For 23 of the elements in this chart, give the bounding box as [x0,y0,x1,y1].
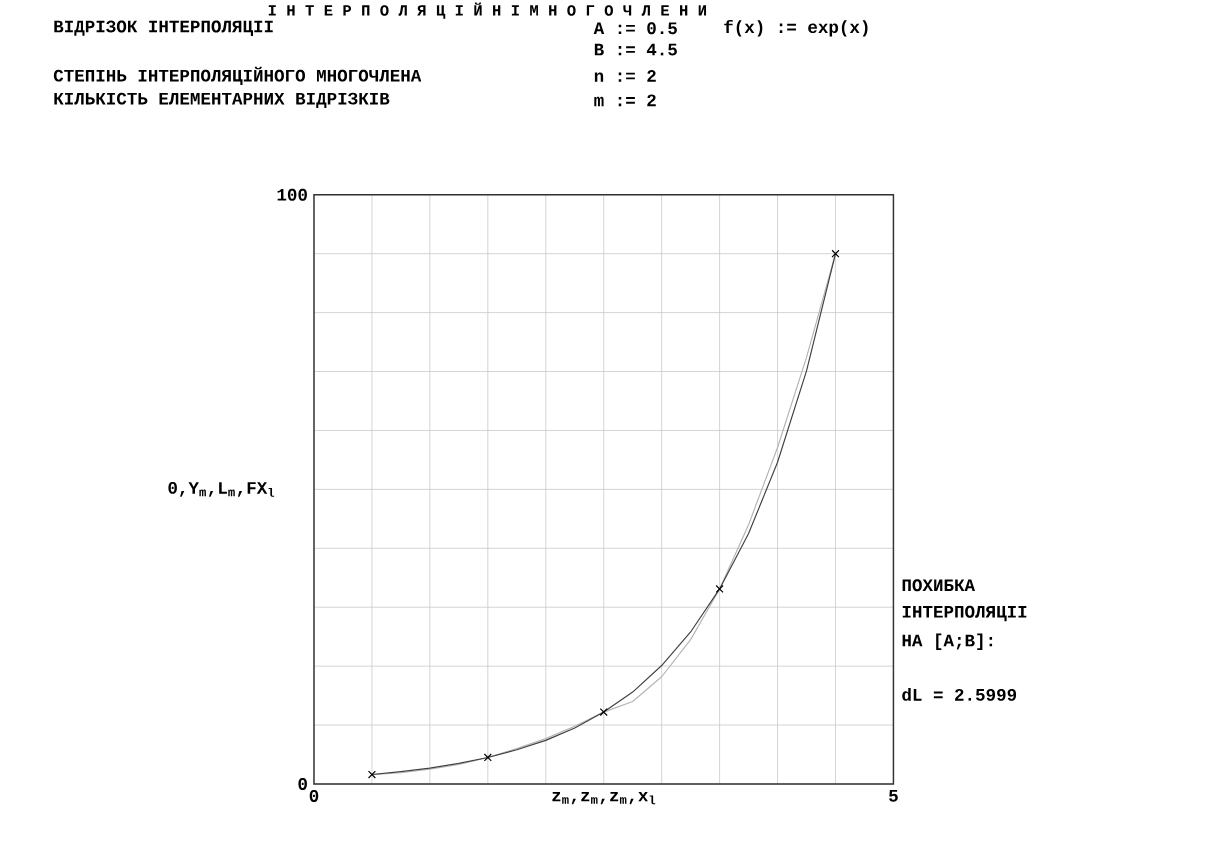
point [715,584,724,593]
x-tick-label: 5 [889,789,898,802]
text: СТЕПІНЬ ІНТЕРПОЛЯЦІЙНОГО МНОГОЧЛЕНА [53,66,422,86]
point [367,770,376,779]
text: m := 2 [594,94,656,107]
text: ВІДРІЗОК ІНТЕРПОЛЯЦІІ [54,20,273,36]
point [599,708,608,717]
text: dL = 2.5999 [902,687,1017,701]
text: НА [A;B]: [902,633,993,650]
y-tick-label: 100 [277,188,307,201]
text: f(x) := exp(x) [724,19,868,37]
line-series [371,253,837,776]
text: КІЛЬКІСТЬ ЕЛЕМЕНТАРНИХ ВІДРІЗКІВ [54,92,390,108]
text: A := 0.5 [593,22,677,35]
chart-title: І Н Т Е Р П О Л Я Ц І Й Н І М Н О Г О Ч Л Е Н И [268,2,707,19]
text: ІНТЕРПОЛЯЦІІ [902,605,1027,622]
text: n := 2 [594,70,656,82]
point [831,249,840,258]
text: B := 4.5 [594,43,677,56]
point [483,753,492,762]
text: ПОХИБКА [902,579,976,592]
y-axis-title: 0,Y$_{m}$,L$_{m}$,FX$_{l}$ [168,481,275,497]
x-axis-title: z$_{m}$,z$_{m}$,z$_{m}$,x$_{l}$ [552,791,656,805]
